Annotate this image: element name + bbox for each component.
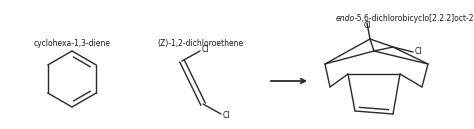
Text: (Z)-1,2-dichloroethene: (Z)-1,2-dichloroethene bbox=[157, 39, 243, 48]
Text: endo: endo bbox=[336, 14, 355, 23]
Text: cyclohexa-1,3-diene: cyclohexa-1,3-diene bbox=[34, 39, 110, 48]
Text: Cl: Cl bbox=[415, 47, 422, 57]
Text: Cl: Cl bbox=[202, 46, 210, 54]
Text: Cl: Cl bbox=[223, 111, 230, 119]
Text: -5,6-dichlorobicyclo[2.2.2]oct-2-ene: -5,6-dichlorobicyclo[2.2.2]oct-2-ene bbox=[355, 14, 474, 23]
Text: Cl: Cl bbox=[363, 21, 371, 30]
